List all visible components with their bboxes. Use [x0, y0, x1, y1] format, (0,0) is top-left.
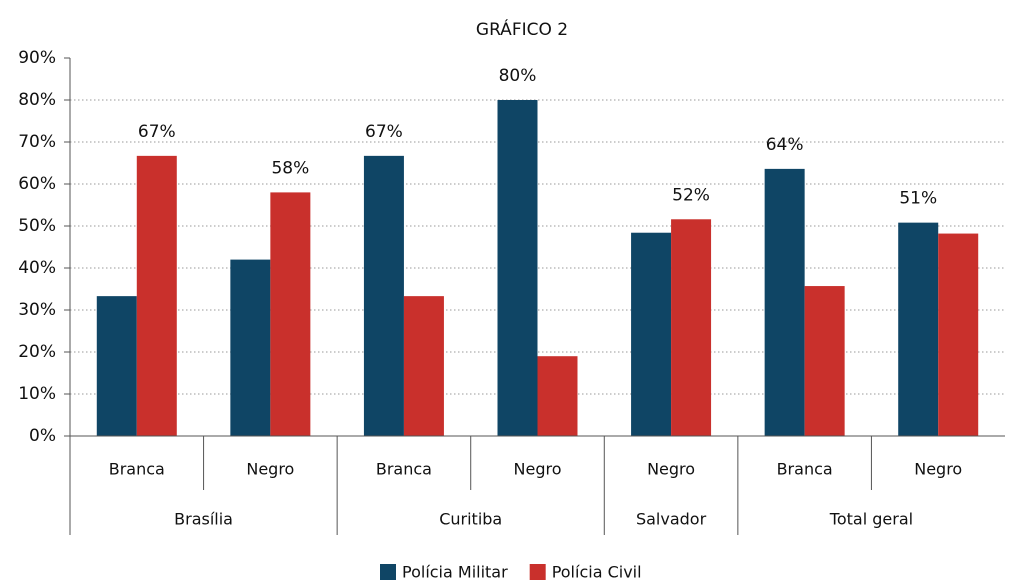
x-tick-label: Branca [109, 460, 165, 479]
y-tick-label: 60% [18, 174, 56, 194]
y-tick-label: 20% [18, 342, 56, 362]
bar [938, 233, 979, 436]
y-tick-label: 80% [18, 90, 56, 110]
x-tick-label: Negro [246, 460, 294, 479]
bar [363, 155, 404, 437]
group-label: Brasília [174, 510, 233, 529]
bar [497, 100, 538, 436]
legend-swatch [529, 564, 546, 580]
x-tick-label: Negro [914, 460, 962, 479]
y-tick-label: 10% [18, 384, 56, 404]
bar [270, 192, 311, 436]
legend-label: Polícia Militar [402, 563, 508, 581]
y-tick-label: 70% [18, 132, 56, 152]
data-label: 51% [899, 189, 937, 209]
group-label: Curitiba [439, 510, 502, 529]
group-label: Salvador [636, 510, 707, 529]
x-tick-label: Negro [514, 460, 562, 479]
data-label: 67% [365, 122, 403, 142]
group-label: Total geral [829, 510, 913, 529]
data-label: 58% [271, 158, 309, 178]
data-label: 64% [766, 135, 804, 155]
bar [898, 222, 939, 436]
data-label: 80% [499, 66, 537, 86]
bar [403, 296, 444, 436]
bar [804, 286, 845, 436]
bar [631, 232, 672, 436]
legend-label: Polícia Civil [552, 563, 642, 581]
y-tick-label: 50% [18, 216, 56, 236]
bar [230, 259, 271, 436]
y-tick-label: 0% [29, 426, 56, 446]
y-tick-label: 40% [18, 258, 56, 278]
data-label: 52% [672, 185, 710, 205]
bar [764, 168, 805, 436]
data-label: 67% [138, 122, 176, 142]
bar [136, 155, 177, 437]
bar [537, 356, 578, 436]
x-tick-label: Negro [647, 460, 695, 479]
y-tick-label: 90% [18, 48, 56, 68]
legend-swatch [380, 564, 396, 580]
x-tick-label: Branca [376, 460, 432, 479]
bar [96, 296, 137, 436]
chart-title: GRÁFICO 2 [476, 18, 568, 40]
y-tick-label: 30% [18, 300, 56, 320]
bar [671, 219, 712, 436]
x-tick-label: Branca [777, 460, 833, 479]
